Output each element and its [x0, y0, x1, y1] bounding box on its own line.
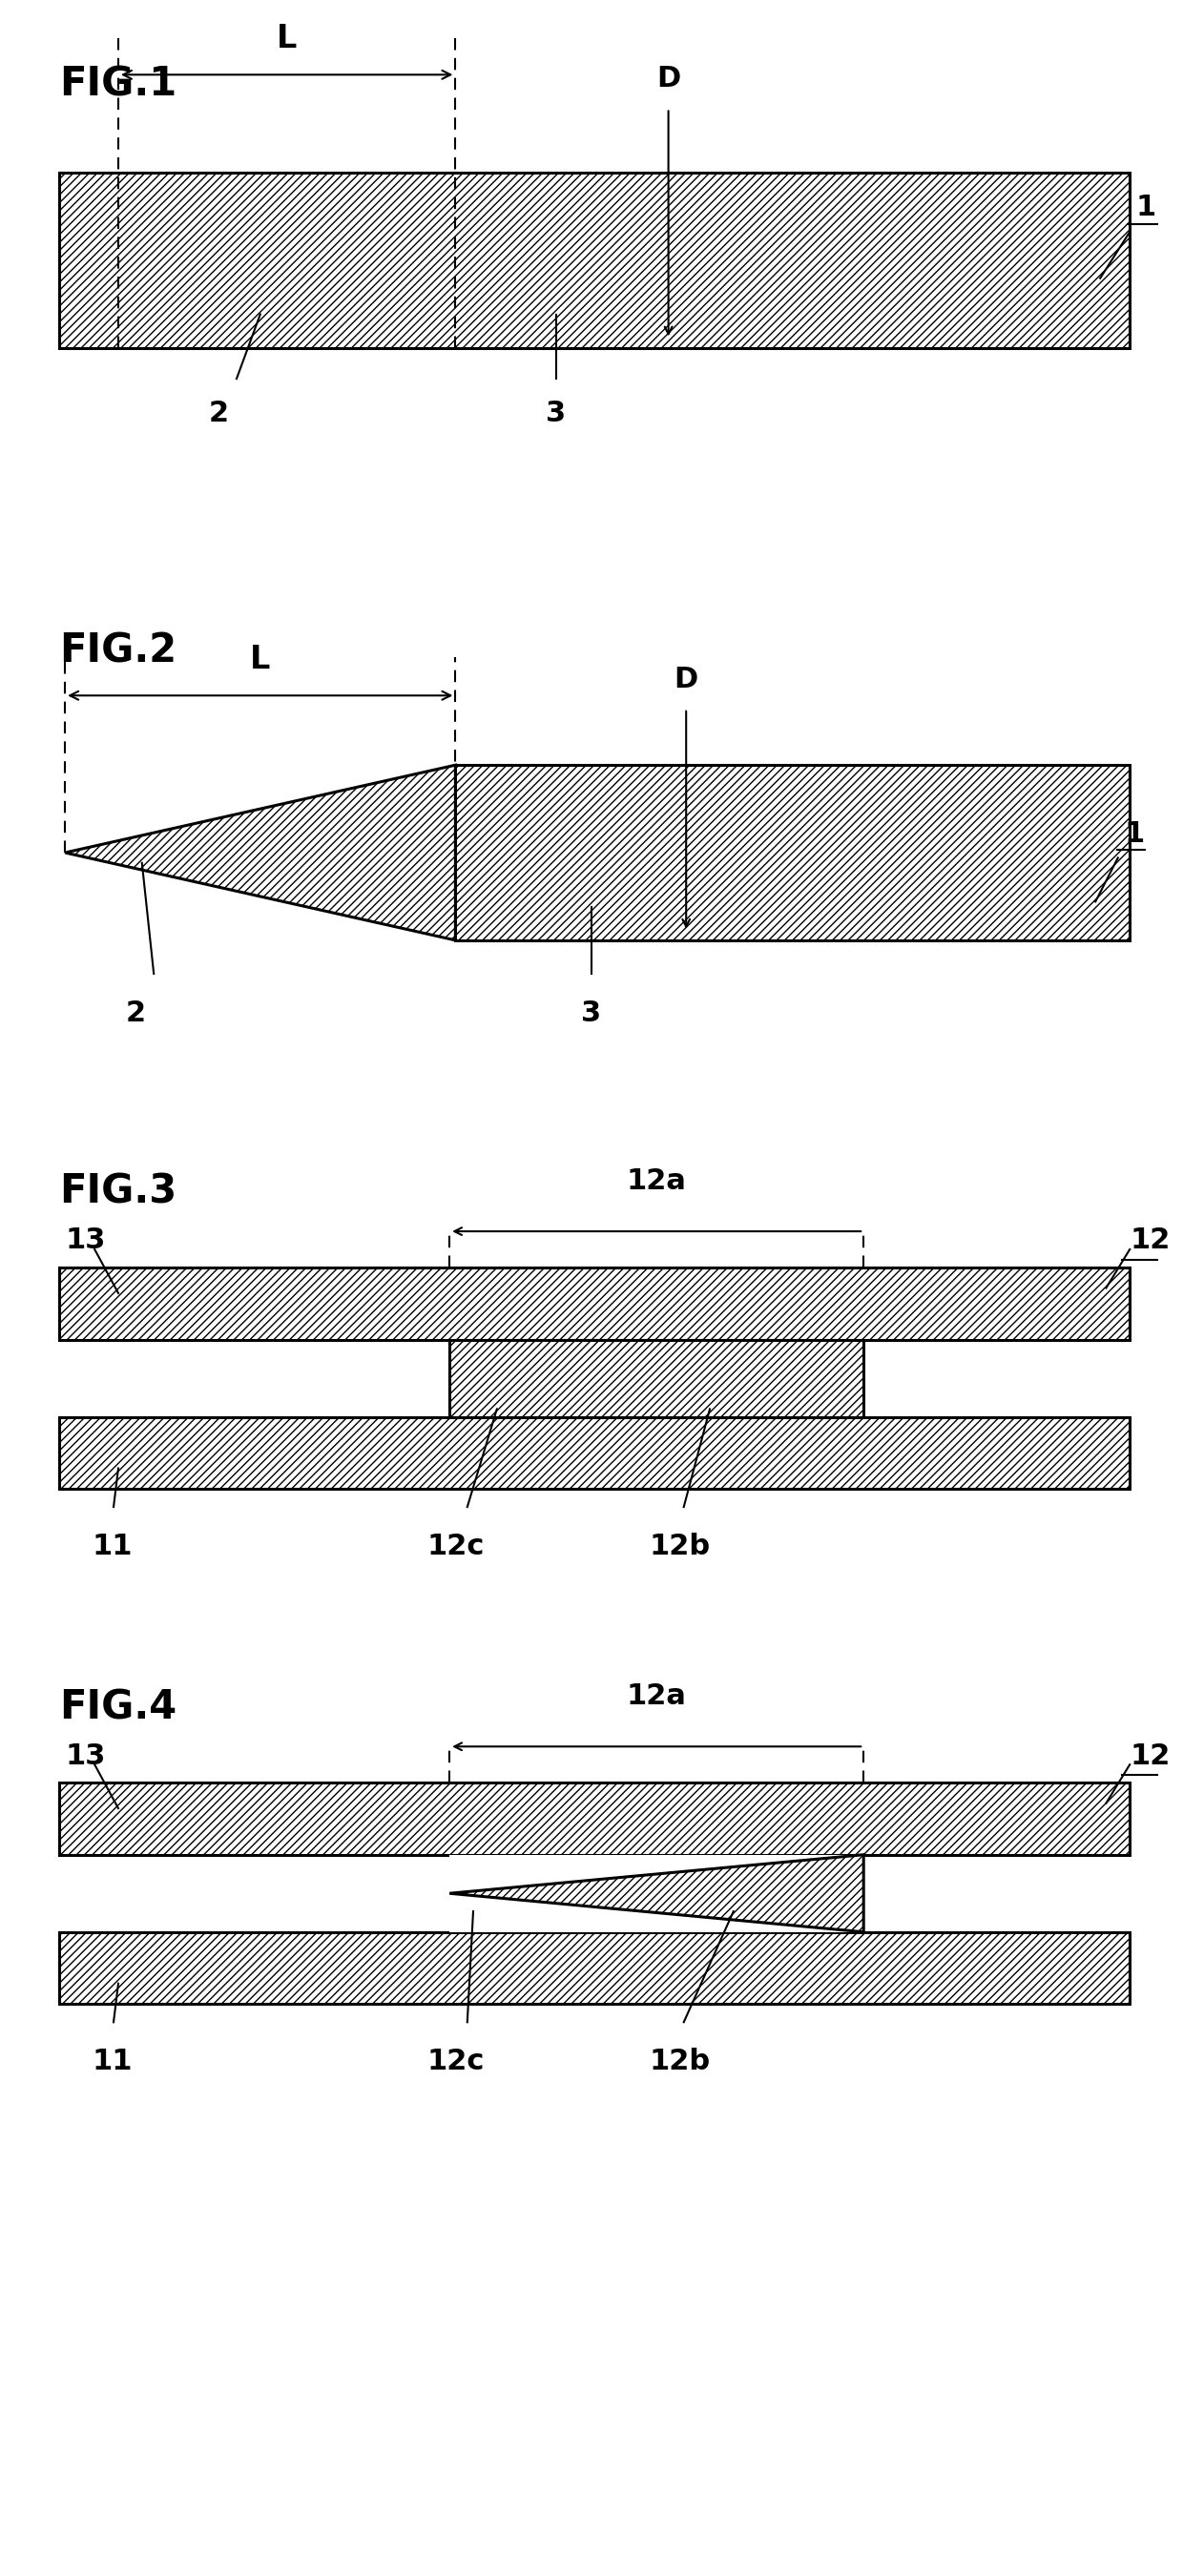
Text: 3: 3	[581, 999, 602, 1028]
Bar	[59, 1932, 1130, 2004]
Text: 11: 11	[92, 1533, 132, 1561]
Text: L: L	[277, 23, 297, 54]
Bar	[59, 1267, 1130, 1340]
Text: 2: 2	[125, 999, 147, 1028]
Polygon shape	[65, 765, 455, 940]
Text: 12c: 12c	[427, 1533, 484, 1561]
Text: 12a: 12a	[627, 1682, 686, 1710]
Bar	[59, 1783, 1130, 1855]
Bar	[59, 1417, 1130, 1489]
Text: D: D	[674, 665, 698, 693]
Bar	[450, 1855, 864, 1932]
Text: FIG.3: FIG.3	[59, 1172, 176, 1213]
Text: 2: 2	[208, 399, 230, 428]
Text: 3: 3	[545, 399, 567, 428]
Text: 13: 13	[65, 1741, 105, 1770]
Text: FIG.4: FIG.4	[59, 1687, 176, 1728]
Text: 1: 1	[1124, 819, 1144, 848]
Text: 12: 12	[1130, 1226, 1170, 1255]
Polygon shape	[450, 1855, 864, 1932]
Text: 11: 11	[92, 2048, 132, 2076]
Bar	[59, 173, 1130, 348]
Text: FIG.2: FIG.2	[59, 631, 176, 672]
Text: 12a: 12a	[627, 1167, 686, 1195]
Text: 13: 13	[65, 1226, 105, 1255]
Text: D: D	[657, 64, 680, 93]
Text: 12c: 12c	[427, 2048, 484, 2076]
Text: 1: 1	[1136, 193, 1156, 222]
Text: 12: 12	[1130, 1741, 1170, 1770]
Bar	[455, 765, 1130, 940]
Text: 12b: 12b	[649, 2048, 711, 2076]
Text: 12b: 12b	[649, 1533, 711, 1561]
Text: L: L	[250, 644, 271, 675]
Bar	[450, 1340, 864, 1417]
Text: FIG.1: FIG.1	[59, 64, 176, 106]
